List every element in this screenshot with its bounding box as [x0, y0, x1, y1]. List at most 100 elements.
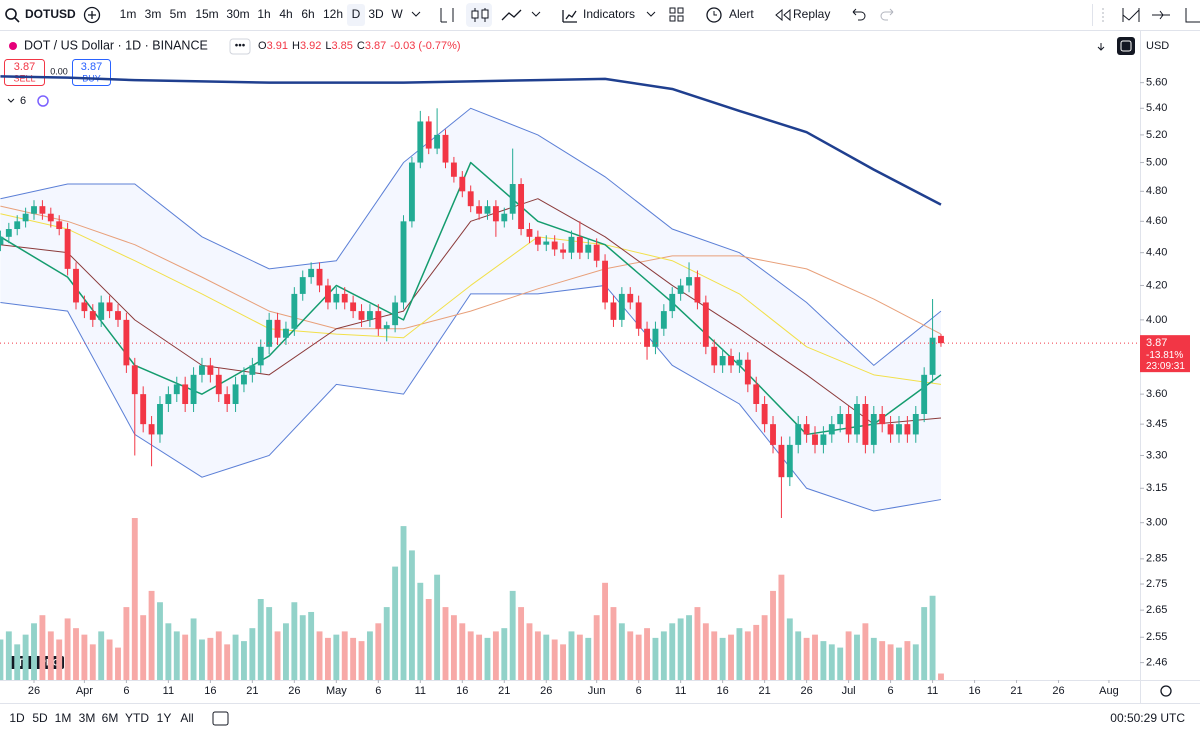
volume-bar — [719, 637, 726, 680]
sell-price[interactable]: 3.87 — [14, 61, 35, 73]
candle-body — [576, 236, 583, 253]
candle-body — [148, 424, 155, 435]
candle-body — [467, 191, 474, 207]
candle-body — [182, 384, 189, 405]
volume-bar — [81, 634, 88, 680]
y-tick-label: 4.00 — [1146, 314, 1167, 326]
interval[interactable]: D — [352, 7, 361, 21]
interval[interactable]: 6h — [301, 7, 314, 21]
range-button[interactable]: 6M — [102, 711, 119, 725]
candle-body — [501, 213, 508, 222]
candle-body — [257, 346, 264, 366]
range-button[interactable]: 1M — [55, 711, 72, 725]
symbol[interactable]: DOTUSD — [25, 7, 76, 21]
x-tick-label: Apr — [76, 685, 93, 697]
currency[interactable]: USD — [1146, 40, 1169, 52]
interval-menu[interactable] — [411, 11, 421, 17]
candle-body — [921, 374, 928, 415]
scale-arrow[interactable] — [1097, 43, 1105, 51]
candle-body — [803, 424, 810, 435]
tool-icon[interactable] — [1122, 8, 1140, 22]
layout-icon[interactable] — [669, 7, 684, 22]
x-tick-label: Jul — [842, 685, 856, 697]
ohlc-value: 3.87 — [365, 40, 386, 52]
range-button[interactable]: YTD — [125, 711, 149, 725]
tv-logo-mark: T/ — [17, 657, 27, 669]
legend-menu-dots: ••• — [235, 41, 246, 52]
volume-bar — [862, 623, 869, 680]
volume-bar — [333, 634, 340, 680]
undo[interactable] — [852, 8, 866, 21]
candle-body — [123, 319, 130, 366]
x-tick-label: 26 — [1052, 685, 1064, 697]
indicators-menu[interactable] — [646, 11, 656, 17]
volume-bar — [812, 634, 818, 680]
range-button[interactable]: 3M — [79, 711, 96, 725]
candle-body — [64, 229, 71, 269]
interval[interactable]: 5m — [170, 7, 187, 21]
ohlc-key: L — [325, 40, 331, 52]
interval[interactable]: 30m — [226, 7, 249, 21]
volume-bar — [677, 618, 684, 680]
alert-button[interactable]: Alert — [729, 7, 754, 21]
redo[interactable] — [880, 8, 894, 21]
sell-button[interactable] — [4, 59, 45, 86]
interval[interactable]: 1h — [257, 7, 270, 21]
collapse-indicators[interactable] — [7, 98, 15, 103]
auto-scale[interactable] — [1117, 37, 1135, 55]
volume-bar — [0, 639, 4, 680]
interval[interactable]: 12h — [323, 7, 343, 21]
search-icon[interactable] — [5, 8, 17, 20]
interval[interactable]: 3D — [368, 7, 384, 21]
replay-icon[interactable] — [775, 8, 791, 22]
volume-bar — [115, 647, 121, 680]
y-tick-label: 5.60 — [1146, 77, 1167, 89]
range-button[interactable]: 1Y — [157, 711, 172, 725]
volume-bar — [408, 550, 415, 680]
tool-icon[interactable] — [1152, 10, 1170, 20]
volume-bar — [770, 590, 776, 680]
x-tick-label: 26 — [800, 685, 812, 697]
indicators-button[interactable]: Indicators — [583, 7, 635, 21]
y-tick-label: 2.75 — [1146, 578, 1167, 590]
volume-bar — [98, 631, 105, 680]
candle-body — [106, 302, 113, 312]
range-button[interactable]: 1D — [9, 711, 25, 725]
interval[interactable]: 4h — [279, 7, 292, 21]
replay-button[interactable]: Replay — [793, 7, 830, 21]
legend-menu[interactable] — [229, 38, 251, 55]
x-tick-label: 26 — [28, 685, 40, 697]
candle-body — [39, 206, 46, 214]
tool-icon[interactable] — [1185, 8, 1200, 23]
bar-style-icon[interactable] — [440, 8, 454, 23]
clock: 00:50:29 UTC — [1110, 711, 1185, 725]
volume-bar — [182, 634, 189, 680]
volume-bar — [845, 631, 852, 680]
sell-label[interactable]: SELL — [13, 73, 35, 83]
settings-icon[interactable] — [1160, 685, 1172, 697]
line-style-icon[interactable] — [501, 9, 522, 21]
alert-icon — [713, 11, 717, 16]
interval[interactable]: 3m — [145, 7, 162, 21]
volume-bar — [123, 607, 130, 680]
add-symbol[interactable] — [83, 6, 101, 24]
volume-bar — [618, 623, 625, 680]
indicators-icon[interactable] — [562, 10, 577, 23]
range-button[interactable]: 5D — [32, 711, 48, 725]
range-button[interactable]: All — [180, 711, 193, 725]
interval[interactable]: 1m — [120, 7, 137, 21]
date-range-icon[interactable] — [212, 711, 229, 726]
interval[interactable]: 15m — [195, 7, 218, 21]
interval[interactable]: W — [391, 7, 403, 21]
candle-body — [509, 184, 516, 214]
chart-type-menu[interactable] — [531, 11, 541, 17]
volume-bar — [778, 574, 785, 680]
buy-price[interactable]: 3.87 — [81, 61, 102, 73]
volume-bar — [165, 623, 172, 680]
indicator-count[interactable]: 6 — [20, 95, 26, 107]
candle-body — [31, 206, 37, 214]
alert-icon[interactable] — [706, 7, 722, 23]
ohlc-value: 3.91 — [267, 40, 288, 52]
volume-bar — [274, 631, 281, 680]
